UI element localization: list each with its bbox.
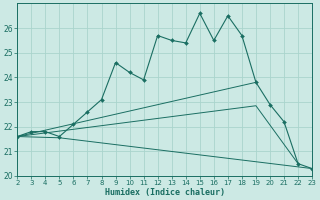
X-axis label: Humidex (Indice chaleur): Humidex (Indice chaleur) [105, 188, 225, 197]
